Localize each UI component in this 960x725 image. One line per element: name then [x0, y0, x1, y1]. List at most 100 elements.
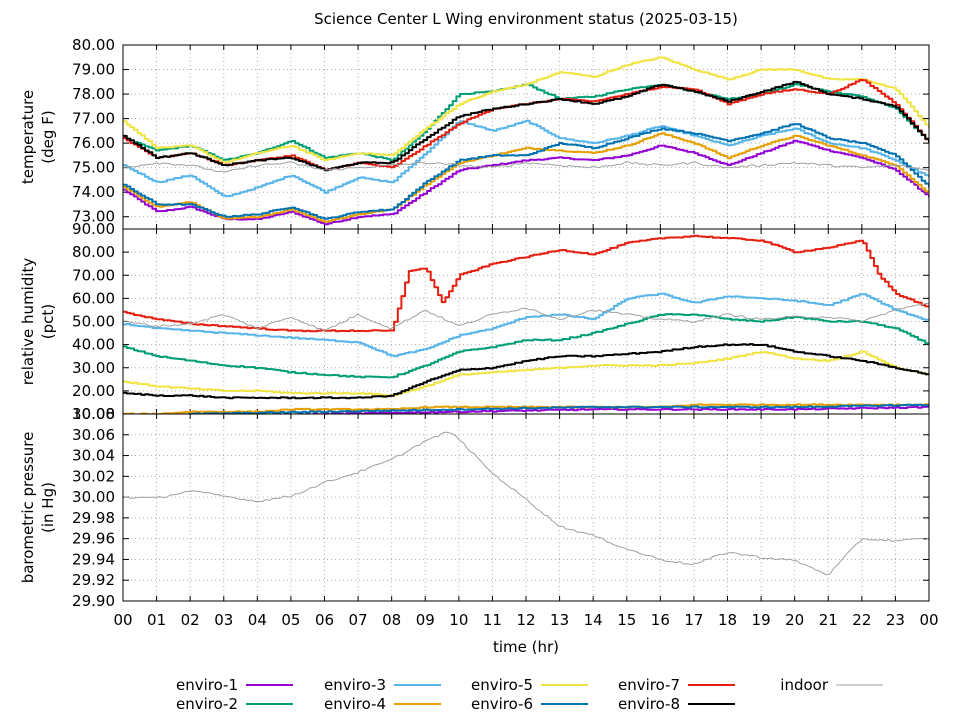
series-line-enviro-4 [123, 132, 929, 223]
y-tick-label: 40.00 [72, 336, 115, 354]
legend-label: enviro-6 [471, 695, 533, 713]
legend-item-enviro-7: enviro-7 [618, 676, 735, 694]
x-tick-label: 15 [617, 611, 636, 629]
x-tick-label: 02 [181, 611, 200, 629]
x-tick-label: 17 [684, 611, 703, 629]
legend-item-enviro-5: enviro-5 [471, 676, 588, 694]
y-tick-label: 77.00 [72, 110, 115, 128]
x-tick-label: 23 [886, 611, 905, 629]
series-line-enviro-1 [268, 405, 929, 414]
series-line-enviro-1 [123, 139, 929, 226]
y-tick-label: 30.02 [72, 467, 115, 485]
y-axis-label: (deg F) [39, 110, 57, 163]
legend-item-enviro-8: enviro-8 [618, 695, 735, 713]
y-tick-label: 30.08 [72, 405, 115, 423]
y-tick-label: 79.00 [72, 61, 115, 79]
y-tick-label: 74.00 [72, 183, 115, 201]
series-line-enviro-8 [123, 80, 929, 172]
y-tick-label: 73.00 [72, 208, 115, 226]
y-tick-label: 20.00 [72, 382, 115, 400]
legend-label: enviro-8 [618, 695, 680, 713]
y-axis-label: (pct) [39, 304, 57, 339]
legend-item-enviro-4: enviro-4 [324, 695, 441, 713]
x-tick-label: 22 [852, 611, 871, 629]
y-tick-label: 90.00 [72, 220, 115, 238]
y-tick-label: 30.00 [72, 488, 115, 506]
y-tick-label: 30.00 [72, 359, 115, 377]
x-tick-label: 11 [483, 611, 502, 629]
x-tick-label: 16 [651, 611, 670, 629]
y-tick-label: 29.94 [72, 550, 115, 568]
y-tick-label: 78.00 [72, 85, 115, 103]
pressure-plot-frame [122, 413, 930, 602]
x-tick-label: 14 [584, 611, 603, 629]
y-tick-label: 80.00 [72, 36, 115, 54]
legend-item-enviro-6: enviro-6 [471, 695, 588, 713]
y-tick-label: 29.92 [72, 571, 115, 589]
x-tick-label: 08 [382, 611, 401, 629]
series-line-enviro-3 [123, 119, 929, 198]
x-tick-label: 06 [315, 611, 334, 629]
x-axis-label: time (hr) [493, 638, 559, 656]
series-line-enviro-6 [148, 403, 929, 414]
legend-label: enviro-1 [176, 676, 238, 694]
y-tick-label: 10.00 [72, 405, 115, 423]
x-tick-label: 07 [349, 611, 368, 629]
y-tick-label: 75.00 [72, 159, 115, 177]
legend-item-enviro-2: enviro-2 [176, 695, 293, 713]
y-tick-label: 29.90 [72, 592, 115, 610]
series-line-indoor [123, 431, 929, 576]
x-tick-label: 00 [113, 611, 132, 629]
legend-label: enviro-4 [324, 695, 386, 713]
legend-item-enviro-1: enviro-1 [176, 676, 293, 694]
legend-item-enviro-3: enviro-3 [324, 676, 441, 694]
series-line-enviro-5 [123, 350, 929, 397]
x-tick-label: 21 [819, 611, 838, 629]
y-tick-label: 76.00 [72, 134, 115, 152]
y-tick-label: 30.04 [72, 447, 115, 465]
series-line-enviro-6 [123, 123, 929, 220]
series-line-enviro-3 [123, 292, 929, 358]
series-line-indoor [123, 161, 929, 173]
x-tick-label: 13 [550, 611, 569, 629]
legend: enviro-1 enviro-3 enviro-5 enviro-7 indoor en… [176, 676, 883, 713]
series-line-enviro-8 [123, 343, 929, 400]
y-axis-label: relative humidity [19, 258, 37, 386]
humidity-series-group [123, 234, 929, 414]
x-tick-label: 04 [248, 611, 267, 629]
legend-label: enviro-2 [176, 695, 238, 713]
legend-label: enviro-5 [471, 676, 533, 694]
legend-label: indoor [780, 676, 829, 694]
y-axis-label: barometric pressure [19, 432, 37, 584]
legend-item-indoor: indoor [780, 676, 883, 694]
x-tick-label: 00 [919, 611, 938, 629]
pressure-panel: 29.90 29.92 29.94 29.96 29.98 30.00 30.02 30.04… [19, 405, 930, 610]
y-tick-label: 30.06 [72, 426, 115, 444]
legend-label: enviro-7 [618, 676, 680, 694]
y-tick-label: 29.96 [72, 530, 115, 548]
x-tick-label: 01 [147, 611, 166, 629]
x-tick-label: 18 [718, 611, 737, 629]
y-tick-label: 80.00 [72, 243, 115, 261]
x-tick-label: 12 [516, 611, 535, 629]
y-tick-label: 50.00 [72, 313, 115, 331]
series-line-indoor [123, 303, 929, 332]
y-axis-label: temperature [19, 90, 37, 184]
temperature-panel: 73.00 74.00 75.00 76.00 77.00 78.00 79.00 80.00… [19, 36, 930, 230]
series-line-enviro-2 [123, 313, 929, 379]
y-axis-label: (in Hg) [39, 482, 57, 533]
x-tick-label: 20 [785, 611, 804, 629]
x-tick-label: 10 [449, 611, 468, 629]
x-tick-label: 09 [416, 611, 435, 629]
temperature-series-group [123, 56, 929, 226]
legend-label: enviro-3 [324, 676, 386, 694]
x-tick-label: 19 [752, 611, 771, 629]
y-tick-label: 29.98 [72, 509, 115, 527]
x-tick-label: 05 [281, 611, 300, 629]
series-line-enviro-5 [123, 56, 929, 164]
y-tick-label: 70.00 [72, 266, 115, 284]
chart-title: Science Center L Wing environment status… [314, 10, 738, 28]
panels: 73.00 74.00 75.00 76.00 77.00 78.00 79.00 80.00… [19, 36, 939, 629]
